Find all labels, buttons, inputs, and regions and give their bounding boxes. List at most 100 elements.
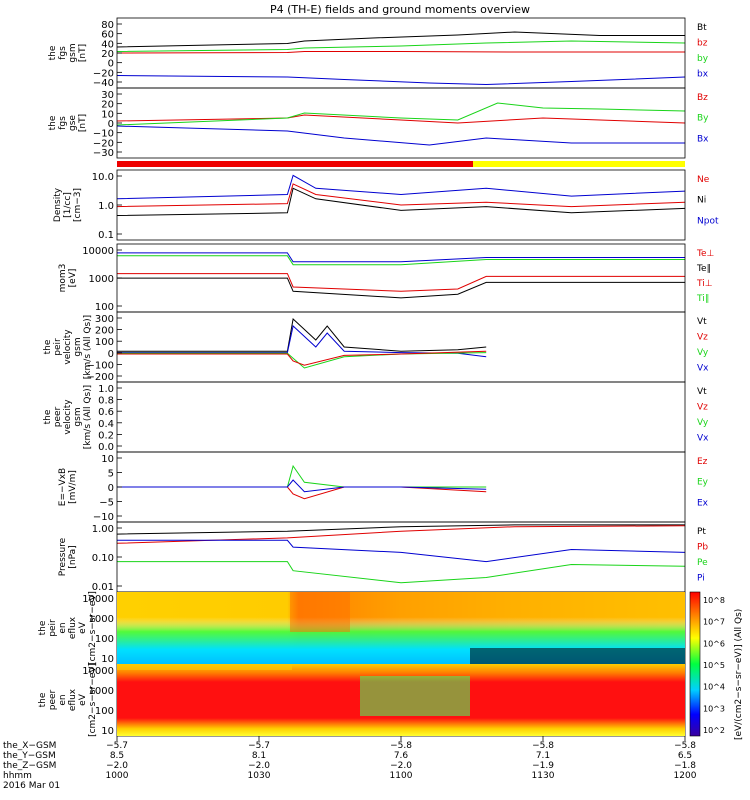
x-axis-value: 1000 <box>106 771 129 781</box>
y-tick-label: 60 <box>101 30 114 41</box>
series-fgs-gse-By <box>116 102 686 126</box>
chart-title: P4 (TH-E) fields and ground moments over… <box>270 3 530 16</box>
colorbar-tick: 10^2 <box>703 726 725 735</box>
legend-Te∥: Te∥ <box>696 264 711 274</box>
y-tick-label: 30 <box>101 90 114 101</box>
series-fgs-gsm-bz <box>116 51 685 54</box>
electron-spectrogram <box>117 664 685 736</box>
series-temperature-Te∥ <box>117 277 685 299</box>
x-axis-date: 2016 Mar 01 <box>3 781 60 791</box>
y-axis-label: gsm <box>73 337 83 356</box>
legend-Vy: Vy <box>697 418 709 428</box>
y-axis-label: en <box>58 694 68 705</box>
legend-By: By <box>697 114 709 124</box>
y-tick-label: 10000 <box>82 246 114 257</box>
panel-peer-velocity: 1.00.80.60.40.20.0 the peer velocity gsm [km/… <box>43 381 709 453</box>
y-tick-label: −40 <box>93 78 114 89</box>
y-tick-label: 0.8 <box>98 396 114 407</box>
series-temperature-Te⊥ <box>117 273 685 292</box>
y-tick-label: −30 <box>93 148 114 159</box>
x-axis-value: −5.8 <box>532 741 554 751</box>
x-axis-value: 1100 <box>390 771 413 781</box>
series-pressure-Pt <box>116 524 685 535</box>
x-axis-value: −2.0 <box>248 761 270 771</box>
legend-by: by <box>697 54 709 64</box>
y-axis-label: mom3 <box>58 264 68 293</box>
y-tick-label: 100 <box>95 302 114 313</box>
y-axis-label: [km/s (All Qs)] <box>83 385 93 449</box>
y-tick-label: 0 <box>108 119 114 130</box>
y-tick-label: 0 <box>108 483 114 494</box>
y-tick-label: 1000 <box>89 614 114 625</box>
colorbar-tick: 10^4 <box>703 683 725 692</box>
y-tick-label: 20 <box>101 49 114 60</box>
legend-Bz: Bz <box>697 93 708 103</box>
legend-Pt: Pt <box>697 527 706 537</box>
y-tick-label: 0.10 <box>92 553 114 564</box>
y-axis-label: eflux <box>68 688 78 711</box>
legend-Ez: Ez <box>697 457 708 467</box>
y-tick-label: 0 <box>108 59 114 70</box>
series-fgs-gsm-bx <box>116 75 686 86</box>
x-axis-value: 7.1 <box>536 751 550 761</box>
y-axis-label: [cm2−s−sr−eV] <box>88 591 98 665</box>
legend-Te⊥: Te⊥ <box>696 249 715 259</box>
legend-Ex: Ex <box>697 498 709 508</box>
y-axis-label: [eV] <box>68 269 78 288</box>
legend-Pe: Pe <box>697 558 708 568</box>
y-axis-label: velocity <box>63 399 73 435</box>
x-axis-value: −5.8 <box>390 741 412 751</box>
y-axis-label: eV <box>78 621 88 634</box>
legend-Vz: Vz <box>697 403 708 413</box>
series-pressure-Pi <box>117 539 686 563</box>
y-axis-label: [1/cc] <box>63 192 73 218</box>
colorbar-tick: 10^6 <box>703 639 725 648</box>
y-axis-label: [cm−3] <box>73 188 83 222</box>
x-axis-value: 6.5 <box>678 751 692 761</box>
y-tick-label: 10 <box>101 654 114 665</box>
panel-pressure: 1.00 0.10 0.01 Pressure [nPa] Pt Pb Pe Pi <box>58 521 708 593</box>
x-axis-value: 8.1 <box>252 751 266 761</box>
x-axis-value: −2.0 <box>390 761 412 771</box>
x-axis-value: −5.8 <box>674 741 696 751</box>
series-pressure-Pe <box>117 561 686 584</box>
x-axis-value: −5.7 <box>106 741 128 751</box>
legend-Pi: Pi <box>697 574 705 584</box>
y-tick-label: 0.01 <box>92 582 114 593</box>
y-axis-label: [nPa] <box>68 545 78 568</box>
series-density-Ne <box>116 183 686 208</box>
legend-Bt: Bt <box>697 23 707 33</box>
y-tick-label: 10 <box>101 726 114 737</box>
colorbar-tick: 10^7 <box>703 618 725 627</box>
y-tick-label: 0 <box>108 349 114 360</box>
y-axis-label: the <box>38 692 48 707</box>
y-axis-label: the <box>48 115 58 130</box>
x-axis-value: −5.7 <box>248 741 270 751</box>
x-axis-row-label: the_Y−GSM <box>3 751 56 761</box>
y-tick-label: 0.0 <box>98 442 114 453</box>
y-axis-label: peer <box>53 406 63 427</box>
y-tick-label: 0.1 <box>98 230 114 241</box>
y-axis-label: E=−VxB <box>58 468 68 506</box>
series-density-Ni <box>116 187 686 216</box>
series-temperature-Ti⊥ <box>117 252 685 263</box>
y-tick-label: 10.0 <box>92 172 114 183</box>
y-axis-label: the <box>43 339 53 354</box>
y-axis-label: the <box>48 45 58 60</box>
y-axis-label: eflux <box>68 616 78 639</box>
colorbar-label: [eV/(cm2−s−sr−eV)] (All Qs) <box>734 609 744 740</box>
x-axis-value: 1130 <box>532 771 555 781</box>
y-tick-label: −20 <box>93 68 114 79</box>
x-axis-value: 1030 <box>248 771 271 781</box>
status-bar-red <box>117 161 473 167</box>
legend-Vx: Vx <box>697 364 709 374</box>
series-density-Npot <box>116 174 686 200</box>
y-tick-label: 1000 <box>89 274 114 285</box>
x-axis-value: −2.0 <box>106 761 128 771</box>
legend-Vt: Vt <box>697 317 707 327</box>
legend-Vx: Vx <box>697 434 709 444</box>
legend-bz: bz <box>697 39 708 49</box>
status-bar-yellow <box>473 161 685 167</box>
y-axis-label: fgs <box>58 46 68 60</box>
